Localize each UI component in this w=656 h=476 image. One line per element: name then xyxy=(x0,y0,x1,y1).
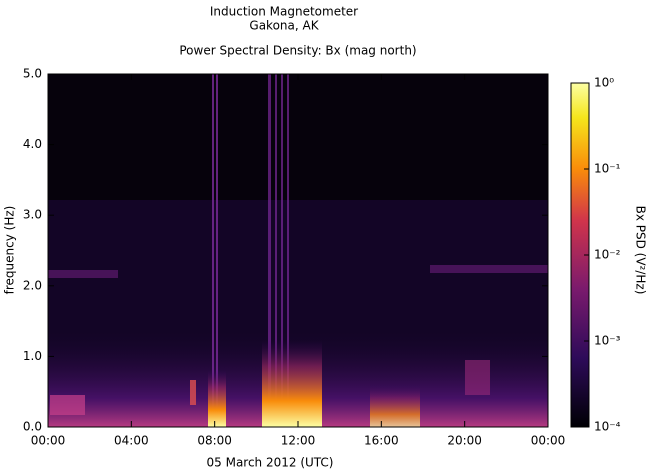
y-tick-label: 4.0 xyxy=(23,137,42,151)
x-axis-label: 05 March 2012 (UTC) xyxy=(207,456,334,470)
chart-subtitle: Gakona, AK xyxy=(249,19,319,33)
y-tick-label: 2.0 xyxy=(23,278,42,292)
colorbar-tick-label: 10⁻¹ xyxy=(594,162,621,176)
x-tick-label: 04:00 xyxy=(114,434,149,448)
plot-title: Power Spectral Density: Bx (mag north) xyxy=(179,44,416,58)
colorbar-tick-label: 10⁻² xyxy=(594,248,621,262)
colorbar-tick-label: 10⁻³ xyxy=(594,334,621,348)
x-tick-label: 00:00 xyxy=(531,434,566,448)
y-tick-label: 3.0 xyxy=(23,208,42,222)
y-tick-label: 0.0 xyxy=(23,420,42,434)
chart-title: Induction Magnetometer xyxy=(210,5,358,19)
y-tick-label: 5.0 xyxy=(23,67,42,81)
x-tick-label: 16:00 xyxy=(364,434,399,448)
x-tick-label: 20:00 xyxy=(447,434,482,448)
spectrogram xyxy=(47,73,549,428)
x-tick-label: 00:00 xyxy=(31,434,66,448)
colorbar-label: Bx PSD (V²/Hz) xyxy=(634,206,648,295)
x-tick-label: 12:00 xyxy=(281,434,316,448)
y-axis-label: frequency (Hz) xyxy=(3,206,17,295)
colorbar-tick-label: 10⁰ xyxy=(594,76,614,90)
x-tick-label: 08:00 xyxy=(197,434,232,448)
y-tick-label: 1.0 xyxy=(23,349,42,363)
colorbar-tick-label: 10⁻⁴ xyxy=(594,420,621,434)
